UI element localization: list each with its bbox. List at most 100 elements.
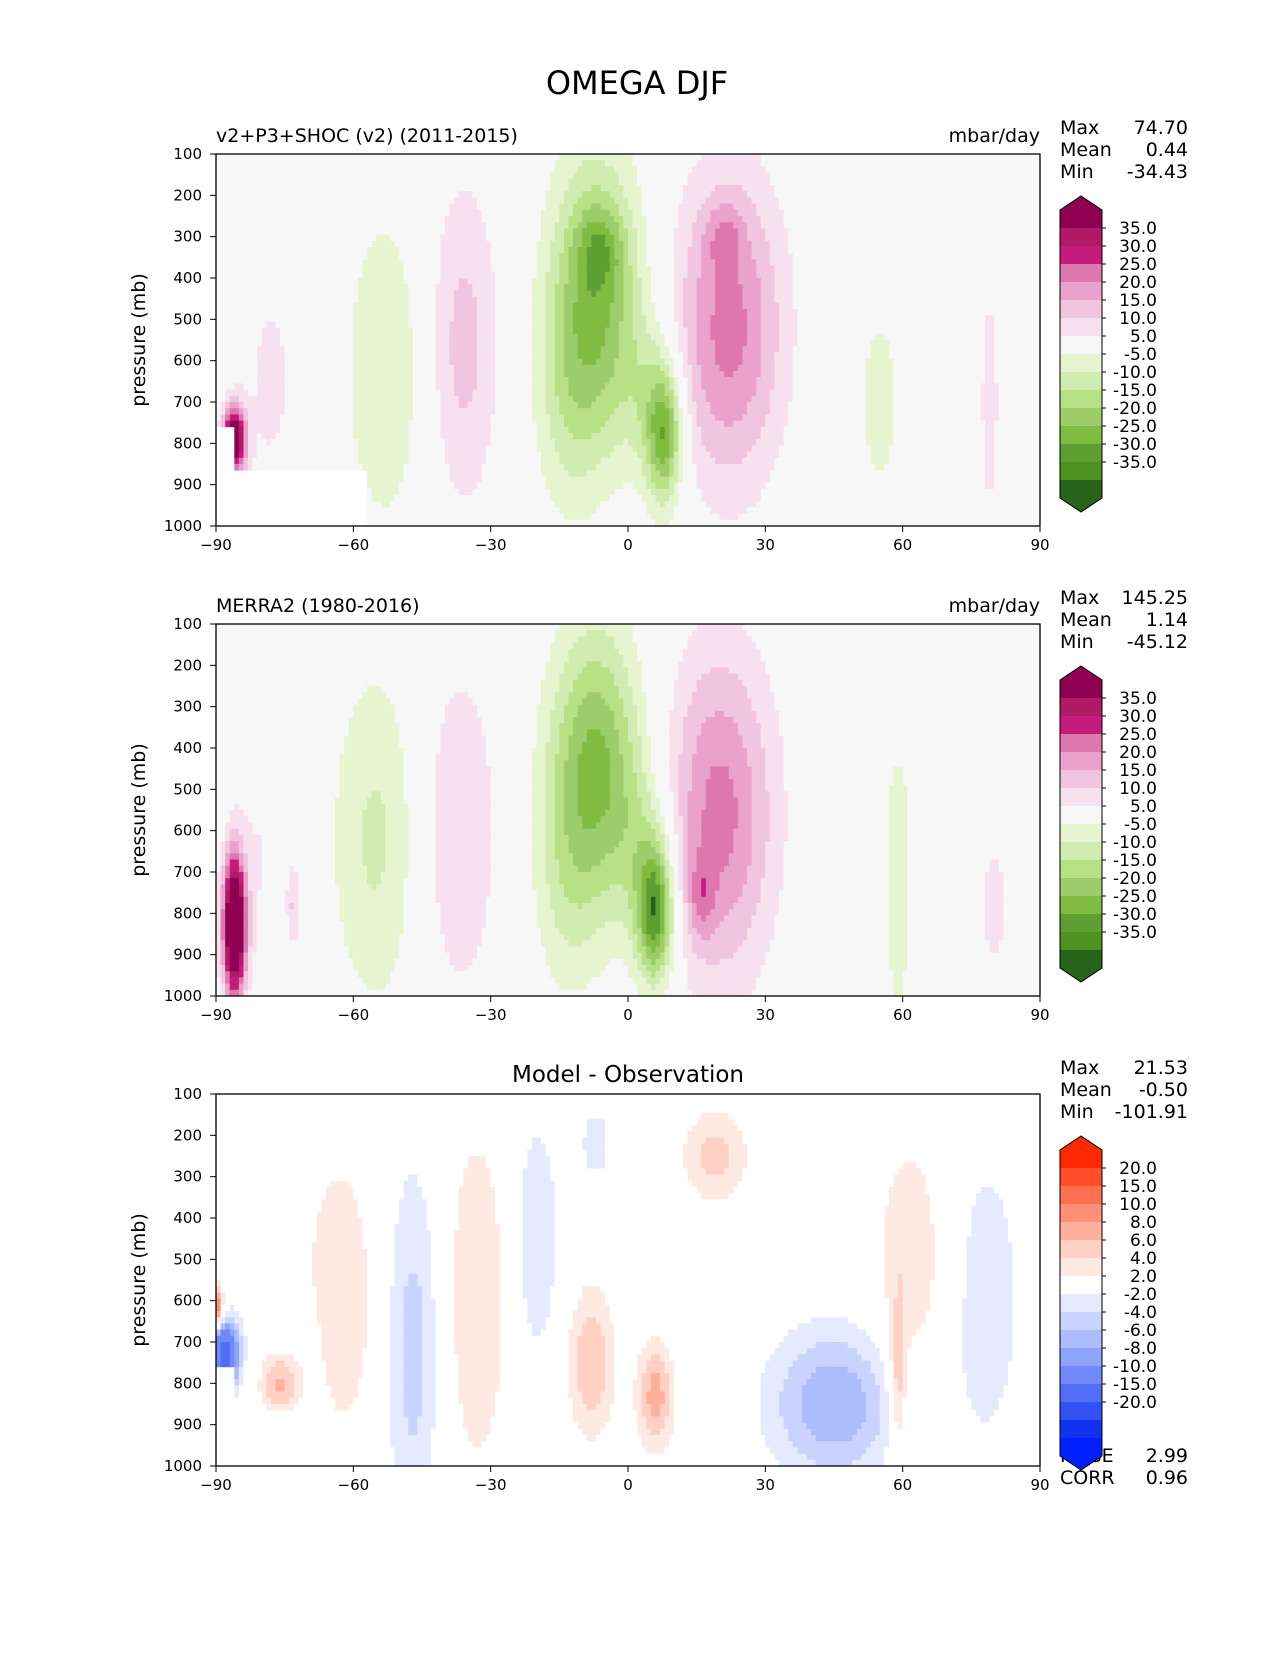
heatmap-cell [532,204,537,211]
heatmap-cell [591,383,596,390]
heatmap-cell [454,470,459,477]
heatmap-cell [500,421,505,428]
heatmap-cell [431,210,436,217]
heatmap-cell [436,507,441,514]
heatmap-cell [376,197,381,204]
heatmap-cell [564,241,569,248]
heatmap-cell [298,346,303,353]
heatmap-cell [500,408,505,415]
heatmap-cell [509,489,514,496]
heatmap-cell [573,458,578,465]
heatmap-cell [335,408,340,415]
heatmap-cell [568,290,573,297]
heatmap-cell [559,495,564,502]
heatmap-cell [596,427,601,434]
heatmap-cell [321,241,326,248]
heatmap-cell [486,247,491,254]
heatmap-cell [559,352,564,359]
heatmap-cell [399,483,404,490]
heatmap-cell [390,303,395,310]
heatmap-cell [427,414,432,421]
heatmap-cell [390,452,395,459]
heatmap-cell [495,197,500,204]
heatmap-cell [289,185,294,192]
heatmap-cell [312,414,317,421]
heatmap-cell [532,433,537,440]
heatmap-cell [436,297,441,304]
heatmap-cell [431,495,436,502]
heatmap-cell [321,464,326,471]
heatmap-cell [491,340,496,347]
heatmap-cell [605,371,610,378]
heatmap-cell [445,266,450,273]
heatmap-cell [459,352,464,359]
heatmap-cell [417,216,422,223]
heatmap-cell [372,439,377,446]
heatmap-cell [221,309,226,316]
heatmap-cell [477,247,482,254]
heatmap-cell [536,402,541,409]
heatmap-cell [568,272,573,279]
heatmap-cell [436,253,441,260]
heatmap-cell [459,383,464,390]
heatmap-cell [216,272,221,279]
heatmap-cell [472,439,477,446]
heatmap-cell [271,222,276,229]
heatmap-cell [486,272,491,279]
heatmap-cell [605,359,610,366]
heatmap-cell [330,278,335,285]
heatmap-cell [376,210,381,217]
heatmap-cell [280,433,285,440]
heatmap-cell [321,228,326,235]
heatmap-cell [509,476,514,483]
heatmap-cell [399,241,404,248]
heatmap-cell [225,278,230,285]
heatmap-cell [619,297,624,304]
heatmap-cell [596,507,601,514]
heatmap-cell [344,197,349,204]
heatmap-cell [605,439,610,446]
heatmap-cell [367,216,372,223]
heatmap-cell [358,235,363,242]
heatmap-cell [440,297,445,304]
heatmap-cell [326,191,331,198]
heatmap-cell [504,383,509,390]
heatmap-cell [372,228,377,235]
heatmap-cell [591,476,596,483]
heatmap-cell [427,204,432,211]
heatmap-cell [376,284,381,291]
heatmap-cell [555,303,560,310]
heatmap-cell [234,445,239,452]
heatmap-cell [289,235,294,242]
heatmap-cell [335,396,340,403]
heatmap-cell [532,216,537,223]
heatmap-cell [472,259,477,266]
heatmap-cell [298,321,303,328]
heatmap-cell [472,297,477,304]
heatmap-cell [454,191,459,198]
heatmap-cell [362,191,367,198]
heatmap-cell [431,414,436,421]
heatmap-cell [555,278,560,285]
heatmap-cell [454,365,459,372]
heatmap-cell [381,458,386,465]
heatmap-cell [321,334,326,341]
heatmap-cell [367,328,372,335]
heatmap-cell [271,334,276,341]
heatmap-cell [344,154,349,161]
heatmap-cell [349,414,354,421]
heatmap-cell [477,507,482,514]
heatmap-cell [449,464,454,471]
heatmap-cell [559,204,564,211]
heatmap-cell [500,458,505,465]
heatmap-cell [390,160,395,167]
heatmap-cell [239,197,244,204]
heatmap-cell [518,346,523,353]
heatmap-cell [495,253,500,260]
heatmap-cell [532,278,537,285]
heatmap-cell [509,365,514,372]
heatmap-cell [294,371,299,378]
heatmap-cell [523,346,528,353]
heatmap-cell [559,253,564,260]
heatmap-cell [486,315,491,322]
